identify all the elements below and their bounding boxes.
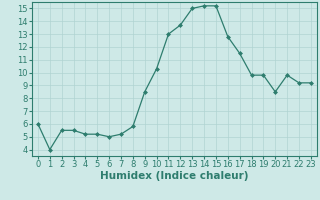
- X-axis label: Humidex (Indice chaleur): Humidex (Indice chaleur): [100, 171, 249, 181]
